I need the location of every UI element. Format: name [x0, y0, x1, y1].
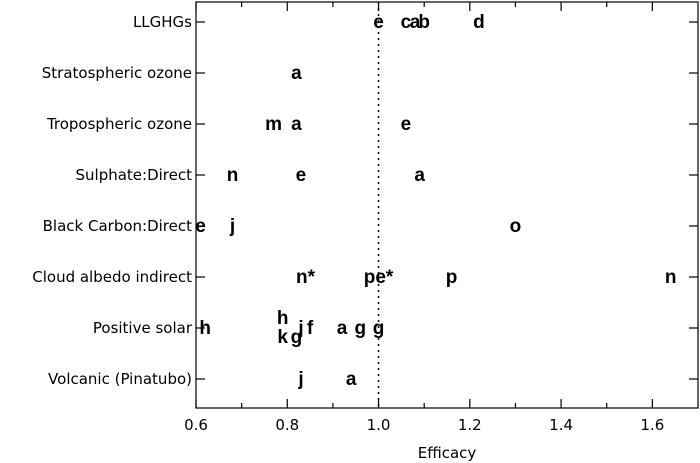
point-cloud-albedo-indirect: n* [296, 267, 316, 288]
category-label-cloud-albedo-indirect: Cloud albedo indirect [32, 268, 192, 286]
data-points: e cab dam a en e ae j on* pe* p nh hk gj f a g gj a [195, 12, 676, 390]
category-label-positive-solar: Positive solar [93, 319, 193, 337]
point-black-carbon-direct: e [195, 216, 206, 237]
point-cloud-albedo-indirect: p [446, 267, 458, 288]
x-tick-label: 1.0 [367, 416, 391, 434]
plot-frame [195, 1, 699, 409]
category-label-black-carbon-direct: Black Carbon:Direct [43, 217, 192, 235]
x-tick-label: 1.4 [549, 416, 573, 434]
point-positive-solar: g [373, 318, 385, 339]
y-axis: LLGHGs Stratospheric ozone Tropospheric oz… [32, 13, 698, 388]
x-axis-title: Efficacy [418, 444, 477, 462]
point-llghgs: d [473, 12, 485, 33]
point-sulphate-direct: a [414, 165, 425, 186]
point-positive-solar: j [297, 318, 303, 339]
x-tick-label: 1.2 [458, 416, 482, 434]
point-cloud-albedo-indirect: pe* [364, 267, 394, 288]
point-positive-solar: h [277, 308, 289, 329]
point-tropospheric-ozone: e [401, 114, 412, 135]
x-axis: 0.6 0.8 1.0 1.2 1.4 1.6 [184, 2, 664, 434]
point-stratospheric-ozone: a [291, 63, 302, 84]
point-sulphate-direct: n [227, 165, 239, 186]
point-black-carbon-direct: o [510, 216, 522, 237]
point-llghgs: a [410, 12, 421, 33]
category-label-llghgs: LLGHGs [133, 13, 192, 31]
x-tick-label: 0.8 [275, 416, 299, 434]
point-black-carbon-direct: j [229, 216, 235, 237]
x-tick-label: 1.6 [640, 416, 664, 434]
category-label-tropospheric-ozone: Tropospheric ozone [46, 115, 192, 133]
point-llghgs: e [373, 12, 384, 33]
point-volcanic-pinatubo: j [297, 369, 303, 390]
point-llghgs: b [418, 12, 430, 33]
point-tropospheric-ozone: m [265, 114, 282, 135]
category-label-sulphate-direct: Sulphate:Direct [76, 166, 193, 184]
point-positive-solar: a [337, 318, 348, 339]
point-cloud-albedo-indirect: n [665, 267, 677, 288]
point-tropospheric-ozone: a [291, 114, 302, 135]
point-positive-solar: g [291, 327, 303, 348]
x-tick-label: 0.6 [184, 416, 208, 434]
point-volcanic-pinatubo: a [346, 369, 357, 390]
category-label-volcanic-pinatubo: Volcanic (Pinatubo) [48, 370, 192, 388]
point-positive-solar: k [277, 327, 288, 348]
point-sulphate-direct: e [296, 165, 307, 186]
point-positive-solar: f [307, 318, 314, 339]
point-positive-solar: h [199, 318, 211, 339]
category-label-stratospheric-ozone: Stratospheric ozone [42, 64, 192, 82]
point-llghgs: c [401, 12, 412, 33]
point-positive-solar: g [354, 318, 366, 339]
